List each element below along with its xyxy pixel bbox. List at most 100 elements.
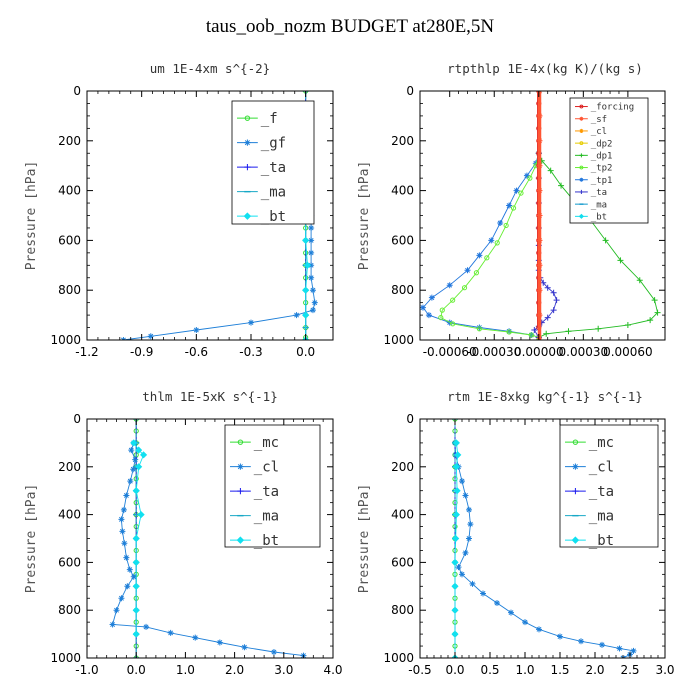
chart-title: rtm 1E-8xkg kg^{-1} s^{-1} xyxy=(447,389,643,404)
marker-circle xyxy=(528,332,534,338)
chart-panel-1: um 1E-4xm s^{-2} Pressure [hPa] -1.2 -0.9 -0… xyxy=(24,61,334,359)
marker-plus xyxy=(595,325,602,332)
marker-star xyxy=(124,583,131,590)
marker-star xyxy=(241,644,248,651)
y-tick-label: 400 xyxy=(391,184,414,198)
marker-star xyxy=(270,649,277,656)
x-tick-label: -0.3 xyxy=(239,345,262,359)
marker-diamond xyxy=(452,534,460,543)
legend-label: _ta xyxy=(591,188,607,198)
y-tick-label: 1000 xyxy=(383,651,414,665)
marker-star xyxy=(130,466,137,473)
marker-star xyxy=(599,641,605,648)
x-tick-label: -0.00030 xyxy=(467,345,521,359)
marker-circle xyxy=(237,439,244,445)
legend-label: _ma xyxy=(254,509,279,525)
marker-diamond xyxy=(132,630,140,638)
marker-diamond xyxy=(137,511,145,519)
x-tick-label: 4.0 xyxy=(323,663,342,677)
marker-star xyxy=(128,447,135,454)
y-tick-label: 800 xyxy=(391,603,414,617)
legend: _mc _cl _ta _ma _bt xyxy=(224,424,321,549)
marker-plus xyxy=(579,153,584,158)
legend-label: _bt xyxy=(589,533,614,549)
y-tick-label: 800 xyxy=(58,283,81,297)
x-tick-label: -1.2 xyxy=(75,345,98,359)
marker-circle xyxy=(510,205,517,211)
marker-star xyxy=(536,212,543,219)
chart-panel-3: thlm 1E-5xK s^{-1} Pressure [hPa] -1.0 0.0 1… xyxy=(24,389,343,677)
x-tick-label: 3.0 xyxy=(655,663,674,677)
y-axis-label: Pressure [hPa] xyxy=(24,484,39,594)
marker-diamond xyxy=(451,558,459,566)
marker-diamond xyxy=(578,213,584,219)
marker-star xyxy=(121,540,128,547)
y-tick-label: 200 xyxy=(391,134,414,148)
x-tick-label: 0.5 xyxy=(480,663,499,677)
marker-star xyxy=(557,633,563,640)
marker-star xyxy=(308,224,315,231)
marker-star xyxy=(425,312,432,319)
legend-label: _ma xyxy=(591,200,607,210)
marker-star xyxy=(123,554,130,561)
marker-circle xyxy=(503,222,509,229)
marker-star xyxy=(308,262,315,269)
legend-label: _cl xyxy=(589,460,614,476)
marker-star xyxy=(420,304,426,311)
marker-diamond xyxy=(451,606,459,614)
marker-circle xyxy=(244,115,251,121)
marker-diamond xyxy=(452,439,460,447)
marker-star xyxy=(109,621,116,628)
legend-label: _ta xyxy=(254,484,279,500)
legend-label: _dp1 xyxy=(591,151,613,161)
legend-label: _bt xyxy=(591,212,607,222)
marker-star xyxy=(616,645,623,652)
x-tick-label: 3.0 xyxy=(274,663,293,677)
y-tick-label: 400 xyxy=(58,508,81,522)
marker-star xyxy=(118,595,125,602)
x-tick-label: 0.00060 xyxy=(603,345,653,359)
marker-star xyxy=(127,478,134,485)
legend-label: _ta xyxy=(589,484,614,500)
y-tick-label: 200 xyxy=(58,460,81,474)
marker-star xyxy=(167,629,174,636)
marker-plus xyxy=(651,297,658,304)
marker-star xyxy=(506,328,513,335)
marker-star xyxy=(494,600,500,607)
marker-star xyxy=(497,219,504,226)
figure-title: taus_oob_nozm BUDGET at280E,5N xyxy=(205,16,495,37)
marker-diamond xyxy=(135,446,143,454)
marker-star xyxy=(308,249,315,256)
legend-label: _gf xyxy=(261,136,286,152)
marker-plus xyxy=(531,327,538,334)
y-tick-label: 800 xyxy=(58,603,81,617)
marker-star xyxy=(309,307,316,314)
marker-plus xyxy=(547,167,554,174)
marker-star xyxy=(193,327,200,334)
marker-star xyxy=(630,647,637,654)
y-tick-label: 0 xyxy=(406,84,414,98)
legend: _forcing _sf _cl _dp2 _dp1 _tp2 _tp1 _ta _ma _bt xyxy=(569,97,649,224)
marker-circle xyxy=(579,104,584,109)
x-tick-label: -1.0 xyxy=(75,663,98,677)
marker-star xyxy=(579,177,584,182)
marker-star xyxy=(428,294,435,301)
y-tick-label: 0 xyxy=(73,84,81,98)
marker-plus xyxy=(624,322,631,329)
marker-star xyxy=(467,521,474,528)
series-line-cl xyxy=(454,442,635,658)
x-tick-label: 1.5 xyxy=(550,663,569,677)
y-tick-label: 600 xyxy=(58,555,81,569)
chart-title: thlm 1E-5xK s^{-1} xyxy=(142,389,277,404)
marker-diamond xyxy=(132,606,140,614)
legend-box xyxy=(559,424,659,548)
series-line-tp1 xyxy=(422,153,540,338)
marker-star xyxy=(455,564,462,571)
marker-star xyxy=(466,506,472,513)
marker-star xyxy=(488,237,495,244)
legend-label: _bt xyxy=(261,209,286,225)
y-tick-label: 200 xyxy=(58,134,81,148)
marker-plus xyxy=(617,257,624,264)
marker-star xyxy=(120,506,127,513)
marker-plus xyxy=(550,307,557,314)
